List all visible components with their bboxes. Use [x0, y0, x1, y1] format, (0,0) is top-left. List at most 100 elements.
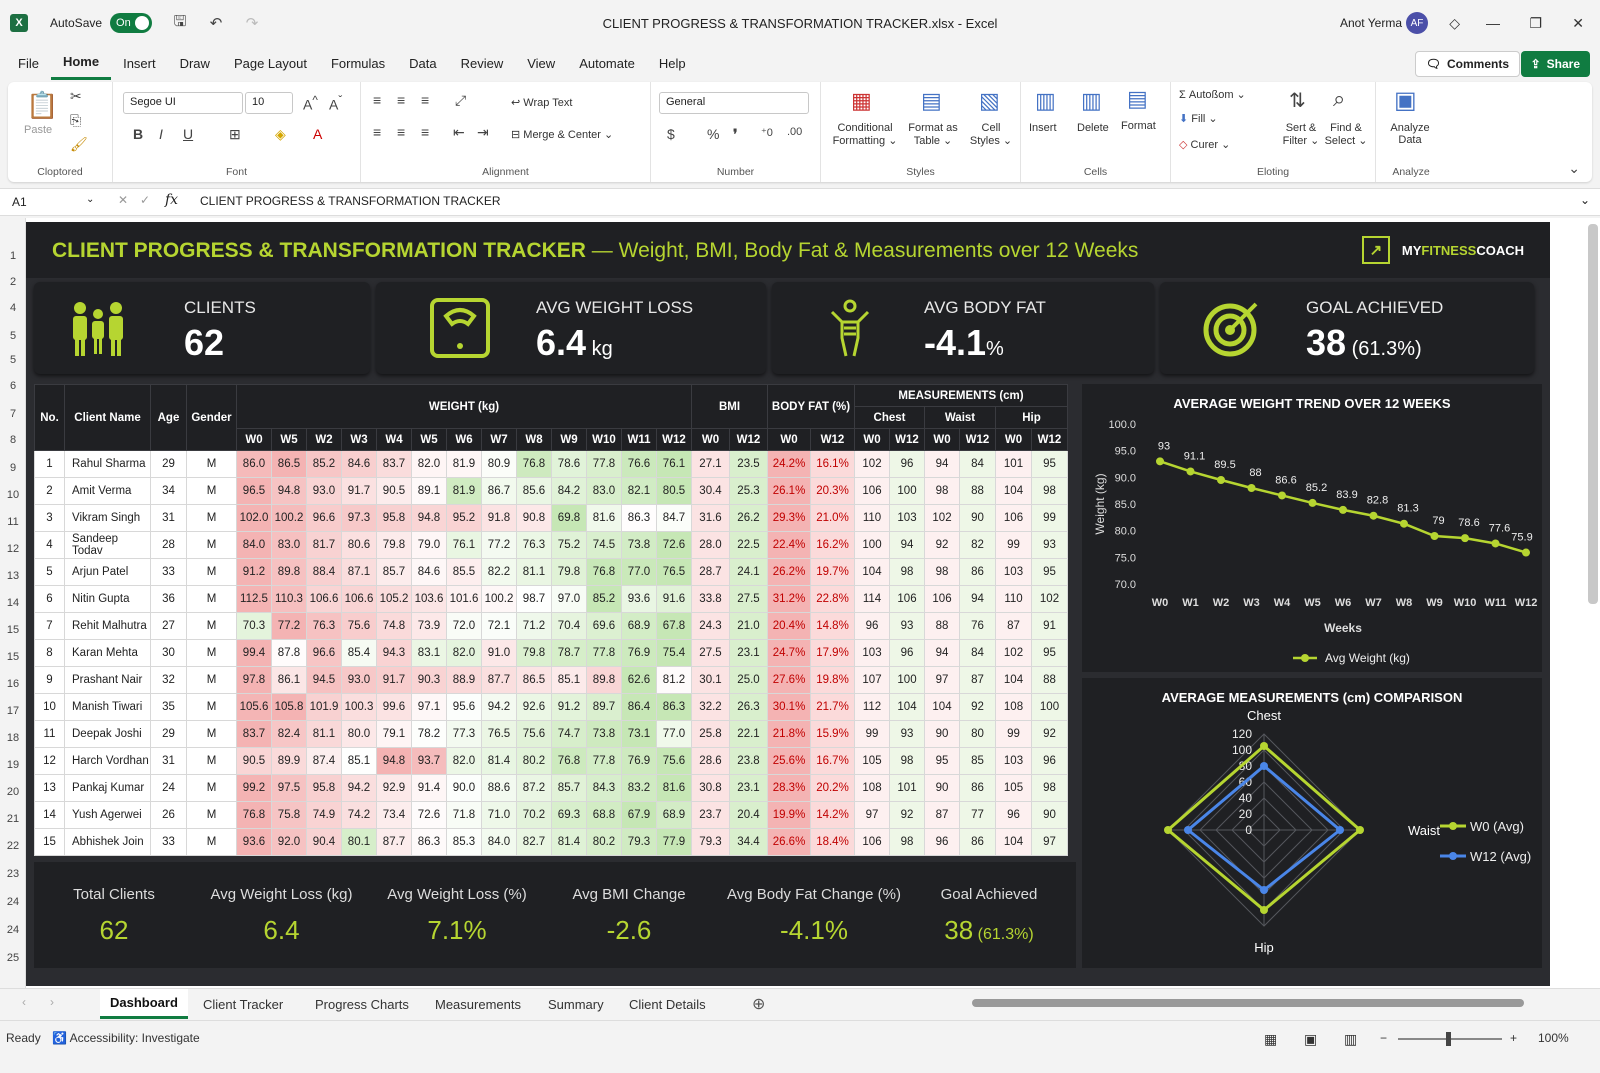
search-icon[interactable]: ⌕ [1333, 86, 1346, 111]
row-number[interactable]: 1 [9, 250, 17, 262]
weight-cell[interactable]: 88.9 [446, 666, 482, 694]
bmi-cell[interactable]: 33.8 [691, 585, 730, 613]
avatar[interactable]: AF [1406, 12, 1428, 34]
measurement-cell[interactable]: 103 [889, 504, 925, 532]
table-cell[interactable]: 13 [34, 774, 65, 802]
weight-cell[interactable]: 81.6 [586, 504, 622, 532]
fill-button[interactable]: ⬇ Fill ⌄ [1179, 112, 1218, 125]
weight-cell[interactable]: 81.2 [656, 666, 692, 694]
add-sheet-icon[interactable]: ⊕ [752, 996, 766, 1013]
client-name-cell[interactable]: Prashant Nair [64, 666, 151, 694]
measurement-cell[interactable]: 103 [995, 747, 1032, 775]
menu-review[interactable]: Review [460, 55, 504, 71]
client-name-cell[interactable]: Yush Agerwei [64, 801, 151, 829]
weight-cell[interactable]: 84.7 [656, 504, 692, 532]
table-cell[interactable]: 4 [34, 531, 65, 559]
weight-cell[interactable]: 106.6 [341, 585, 377, 613]
table-cell[interactable]: 32 [150, 666, 187, 694]
table-cell[interactable]: M [186, 531, 237, 559]
weight-cell[interactable]: 87.7 [376, 828, 412, 856]
weight-cell[interactable]: 82.1 [621, 477, 657, 505]
weight-cell[interactable]: 100.2 [481, 585, 517, 613]
weight-cell[interactable]: 76.1 [446, 531, 482, 559]
week-header[interactable]: W12 [729, 428, 768, 451]
table-row[interactable]: 1 Rahul Sharma 29 M 86.0 86.5 85.2 84.6 83.7 82.0… [34, 450, 1068, 478]
measurement-cell[interactable]: 108 [854, 774, 890, 802]
weight-cell[interactable]: 86.4 [621, 693, 657, 721]
measurement-cell[interactable]: 106 [854, 828, 890, 856]
body-fat-cell[interactable]: 20.3% [810, 477, 855, 505]
delete-button[interactable]: Delete [1077, 122, 1109, 134]
table-row[interactable]: 4 Sandeep Todav 28 M 84.0 83.0 81.7 80.6 79.8 79.… [34, 531, 1068, 559]
clear-button[interactable]: ◇ Curer ⌄ [1179, 138, 1230, 151]
autosum-button[interactable]: Σ Autoßom ⌄ [1179, 89, 1246, 101]
close-icon[interactable]: ✕ [1572, 14, 1584, 31]
table-cell[interactable]: 9 [34, 666, 65, 694]
measurement-cell[interactable]: 93 [889, 612, 925, 640]
week-header[interactable]: W12 [656, 428, 692, 451]
row-number[interactable]: 10 [6, 489, 20, 501]
weight-cell[interactable]: 90.5 [236, 747, 272, 775]
bmi-cell[interactable]: 28.6 [691, 747, 730, 775]
body-fat-cell[interactable]: 14.2% [810, 801, 855, 829]
measurement-cell[interactable]: 97 [1031, 828, 1068, 856]
weight-cell[interactable]: 90.5 [376, 477, 412, 505]
weight-cell[interactable]: 93.6 [621, 585, 657, 613]
weight-cell[interactable]: 91.6 [656, 585, 692, 613]
table-row[interactable]: 10 Manish Tiwari 35 M 105.6 105.8 101.9 100.3 99… [34, 693, 1068, 721]
weight-cell[interactable]: 69.6 [586, 612, 622, 640]
week-header[interactable]: W5 [411, 428, 447, 451]
menu-draw[interactable]: Draw [179, 55, 210, 71]
bmi-cell[interactable]: 23.1 [729, 639, 768, 667]
zoom-out-icon[interactable]: − [1380, 1031, 1388, 1045]
weight-cell[interactable]: 75.6 [656, 747, 692, 775]
week-header[interactable]: W11 [621, 428, 657, 451]
weight-cell[interactable]: 97.0 [551, 585, 587, 613]
weight-cell[interactable]: 82.4 [271, 720, 307, 748]
weight-cell[interactable]: 86.3 [411, 828, 447, 856]
measurement-cell[interactable]: 84 [959, 639, 996, 667]
weight-trend-chart[interactable]: AVERAGE WEIGHT TREND OVER 12 WEEKS 100.0… [1082, 384, 1542, 672]
row-number[interactable]: 7 [9, 408, 17, 420]
menu-page-layout[interactable]: Page Layout [233, 55, 307, 71]
row-number[interactable]: 5 [9, 330, 17, 342]
measurement-cell[interactable]: 92 [1031, 720, 1068, 748]
table-cell[interactable]: 31 [150, 747, 187, 775]
measurement-cell[interactable]: 104 [889, 693, 925, 721]
menu-insert[interactable]: Insert [123, 55, 156, 71]
table-cell[interactable]: M [186, 720, 237, 748]
table-cell[interactable]: 28 [150, 531, 187, 559]
weight-cell[interactable]: 97.1 [411, 693, 447, 721]
bmi-cell[interactable]: 32.2 [691, 693, 730, 721]
weight-cell[interactable]: 91.4 [411, 774, 447, 802]
measurement-cell[interactable]: 103 [995, 558, 1032, 586]
measurement-cell[interactable]: 94 [889, 531, 925, 559]
weight-cell[interactable]: 89.1 [411, 477, 447, 505]
weight-cell[interactable]: 87.1 [341, 558, 377, 586]
weight-cell[interactable]: 82.0 [446, 639, 482, 667]
weight-cell[interactable]: 95.8 [306, 774, 342, 802]
weight-cell[interactable]: 83.1 [411, 639, 447, 667]
horizontal-scrollbar[interactable] [972, 999, 1524, 1007]
measurement-cell[interactable]: 104 [995, 666, 1032, 694]
table-cell[interactable]: 15 [34, 828, 65, 856]
expand-formula-icon[interactable]: ⌄ [1579, 193, 1590, 207]
weight-cell[interactable]: 83.7 [236, 720, 272, 748]
weight-cell[interactable]: 101.9 [306, 693, 342, 721]
bmi-cell[interactable]: 22.1 [729, 720, 768, 748]
weight-cell[interactable]: 79.8 [516, 639, 552, 667]
row-number[interactable]: 24 [6, 896, 20, 908]
bmi-cell[interactable]: 28.0 [691, 531, 730, 559]
bmi-cell[interactable]: 30.8 [691, 774, 730, 802]
measurement-cell[interactable]: 86 [959, 558, 996, 586]
table-cell[interactable]: 36 [150, 585, 187, 613]
measurement-cell[interactable]: 105 [854, 747, 890, 775]
weight-cell[interactable]: 85.6 [516, 477, 552, 505]
italic-icon[interactable]: I [159, 126, 163, 142]
measurement-cell[interactable]: 96 [889, 639, 925, 667]
tab-summary[interactable]: Summary [548, 996, 604, 1012]
weight-cell[interactable]: 67.8 [656, 612, 692, 640]
table-cell[interactable]: M [186, 639, 237, 667]
body-fat-cell[interactable]: 28.3% [767, 774, 811, 802]
table-row[interactable]: 12 Harch Vordhan 31 M 90.5 89.9 87.4 85.1 94.8 93… [34, 747, 1068, 775]
